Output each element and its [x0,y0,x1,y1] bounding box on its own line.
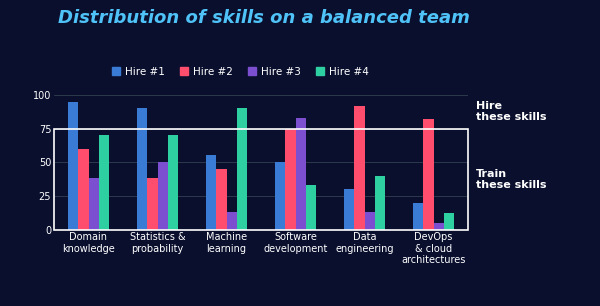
Bar [306,185,316,230]
Bar [78,149,89,230]
Bar [354,106,365,230]
Bar [423,119,433,230]
Text: Distribution of skills on a balanced team: Distribution of skills on a balanced tea… [58,9,470,27]
Text: Hire
these skills: Hire these skills [476,101,547,122]
Bar [413,203,423,230]
Bar [275,162,285,230]
Bar [89,178,99,230]
Bar [237,108,247,230]
Bar [296,118,306,230]
Bar [68,102,78,230]
Bar [137,108,147,230]
Bar [157,162,168,230]
Bar [227,212,237,230]
Bar [99,135,109,230]
Bar [54,129,468,230]
Bar [168,135,178,230]
Bar [206,155,216,230]
Bar [433,223,444,230]
Bar [344,189,354,230]
Bar [147,178,157,230]
Bar [375,176,385,230]
Bar [285,129,296,230]
Bar [444,213,454,230]
Legend: Hire #1, Hire #2, Hire #3, Hire #4: Hire #1, Hire #2, Hire #3, Hire #4 [108,62,373,81]
Text: Train
these skills: Train these skills [476,169,547,190]
Bar [365,212,375,230]
Bar [216,169,227,230]
